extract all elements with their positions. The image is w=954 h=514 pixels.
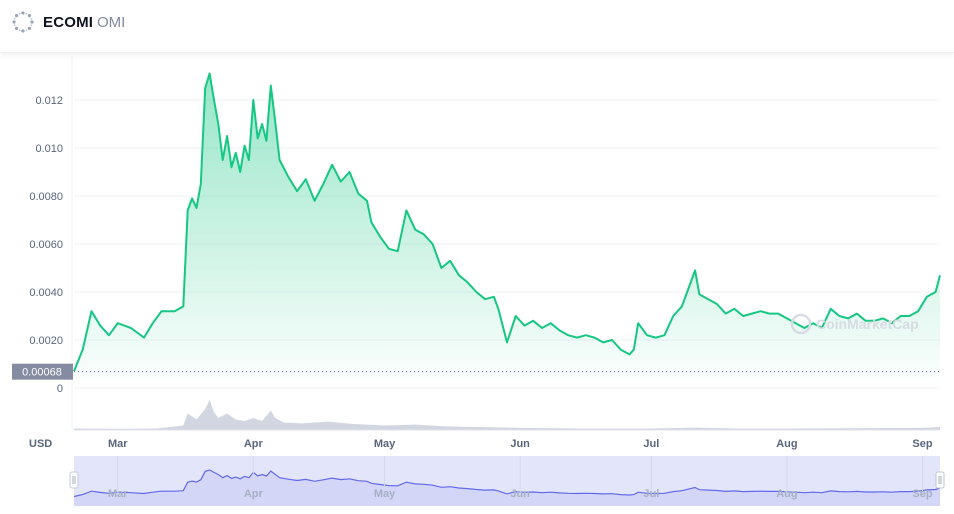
x-tick-label: Sep <box>912 438 932 450</box>
price-area-fill <box>74 73 940 378</box>
navigator-month-label: Sep <box>912 488 932 500</box>
navigator-right-handle[interactable] <box>935 471 945 489</box>
range-navigator[interactable]: Mar Apr May Jun Jul Aug Sep <box>69 456 945 506</box>
currency-label: USD <box>29 438 52 450</box>
navigator-month-label: May <box>374 488 396 500</box>
y-tick-label: 0.010 <box>35 143 63 155</box>
y-tick-label: 0.0080 <box>29 191 63 203</box>
price-area <box>73 72 941 378</box>
volume-area <box>74 400 940 430</box>
coin-name: ECOMI <box>43 14 94 31</box>
x-tick-label: Aug <box>776 438 797 450</box>
reference-price-label: 0.00068 <box>22 367 62 379</box>
navigator-area <box>74 470 940 506</box>
navigator-line <box>73 469 941 498</box>
navigator-month-label: Jul <box>643 488 659 500</box>
volume-bars <box>74 400 940 431</box>
price-line <box>73 72 941 372</box>
x-tick-label: Jun <box>510 438 530 450</box>
coin-header: ECOMI OMI <box>0 0 954 53</box>
navigator-month-label: Jun <box>510 488 530 500</box>
watermark: CoinMarketCap <box>790 313 919 335</box>
navigator-month-label: Apr <box>244 488 264 500</box>
y-tick-label: 0.0020 <box>29 335 63 347</box>
x-tick-label: May <box>374 438 396 450</box>
y-tick-label: 0.012 <box>35 95 63 107</box>
x-tick-label: Mar <box>108 438 128 450</box>
x-tick-label: Jul <box>643 438 659 450</box>
watermark-text: CoinMarketCap <box>816 316 919 332</box>
navigator-month-label: Mar <box>108 488 128 500</box>
coin-symbol: OMI <box>97 14 126 31</box>
navigator-left-handle[interactable] <box>69 471 79 489</box>
navigator-month-label: Aug <box>776 488 797 500</box>
ecomi-logo-icon <box>12 11 34 33</box>
x-axis: Mar Apr May Jun Jul Aug Sep <box>108 438 933 450</box>
x-tick-label: Apr <box>244 438 264 450</box>
reference-line: 0.00068 <box>12 363 940 380</box>
reference-price-box <box>12 363 73 380</box>
y-tick-label: 0.0040 <box>29 287 63 299</box>
y-tick-label: 0.0060 <box>29 239 63 251</box>
y-axis: 0.012 0.010 0.0080 0.0060 0.0040 0.0020 0 <box>29 95 63 395</box>
y-tick-label: 0 <box>57 383 63 395</box>
